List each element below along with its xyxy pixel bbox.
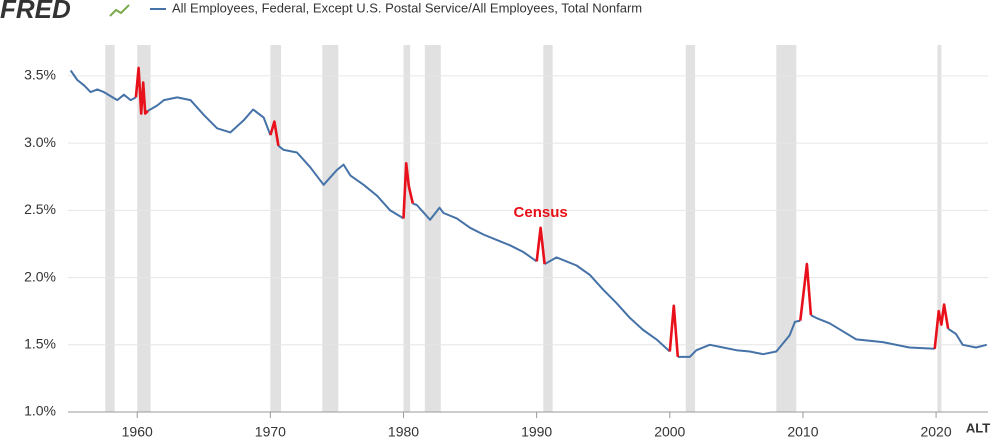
x-tick-label: 1990 xyxy=(521,424,552,440)
y-tick-label: 3.0% xyxy=(24,134,56,150)
recession-band xyxy=(776,45,797,412)
plot-area xyxy=(68,45,988,412)
y-tick-label: 3.5% xyxy=(24,67,56,83)
series-line xyxy=(69,69,987,358)
recession-band xyxy=(137,45,151,412)
alt-button[interactable]: ALT xyxy=(966,420,990,435)
annotation: Census xyxy=(514,204,568,221)
y-tick-label: 2.5% xyxy=(24,201,56,217)
y-tick-label: 1.0% xyxy=(24,403,56,419)
x-tick-label: 2000 xyxy=(654,424,685,440)
logo-icon xyxy=(109,4,130,17)
legend-label: All Employees, Federal, Except U.S. Post… xyxy=(172,0,642,15)
logo: FRED xyxy=(0,0,71,24)
x-tick-label: 1980 xyxy=(388,424,419,440)
y-tick-label: 2.0% xyxy=(24,268,56,284)
recession-band xyxy=(937,45,942,412)
x-tick-label: 1970 xyxy=(255,424,286,440)
recession-band xyxy=(424,45,441,412)
series-line xyxy=(134,66,950,358)
recession-band xyxy=(322,45,339,412)
recession-band xyxy=(270,45,282,412)
y-tick-label: 1.5% xyxy=(24,335,56,351)
x-tick-label: 1960 xyxy=(122,424,153,440)
x-tick-label: 2010 xyxy=(787,424,818,440)
recession-band xyxy=(105,45,115,412)
recession-band xyxy=(403,45,411,412)
recession-band xyxy=(685,45,696,412)
recession-band xyxy=(543,45,553,412)
x-tick-label: 2020 xyxy=(920,424,951,440)
